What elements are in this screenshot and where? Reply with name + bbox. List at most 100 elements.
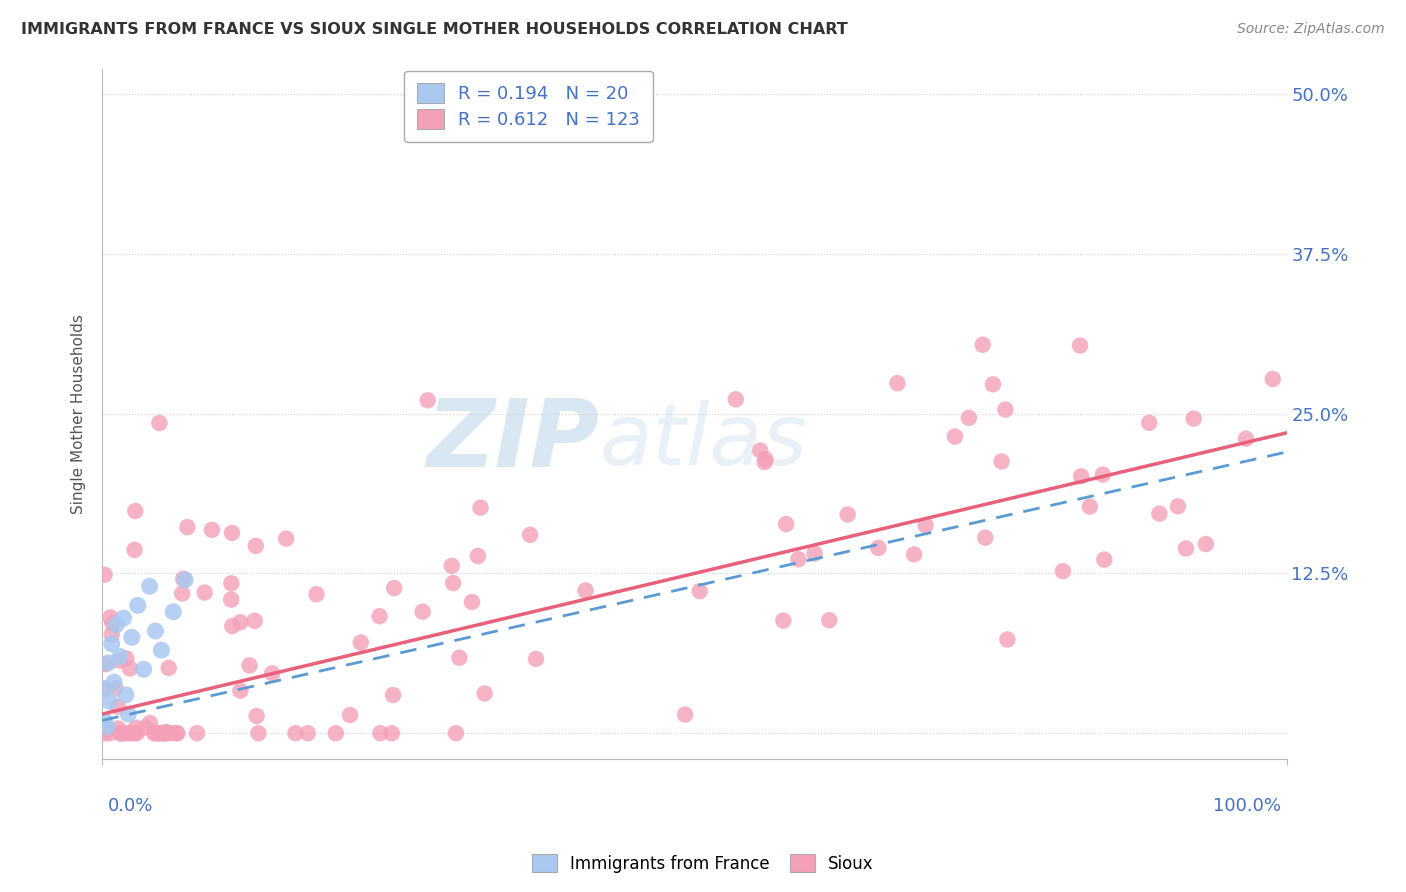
Y-axis label: Single Mother Households: Single Mother Households — [72, 314, 86, 514]
Point — [135, 721, 157, 735]
Point — [139, 716, 162, 731]
Text: IMMIGRANTS FROM FRANCE VS SIOUX SINGLE MOTHER HOUSEHOLDS CORRELATION CHART: IMMIGRANTS FROM FRANCE VS SIOUX SINGLE M… — [21, 22, 848, 37]
Point — [1234, 432, 1257, 446]
Point — [145, 726, 167, 740]
Point — [124, 504, 146, 518]
Point — [382, 581, 405, 595]
Point — [957, 410, 980, 425]
Point — [91, 682, 114, 697]
Point — [162, 605, 184, 619]
Point — [221, 525, 243, 540]
Point — [111, 726, 134, 740]
Point — [112, 611, 135, 625]
Point — [803, 547, 825, 561]
Point — [673, 707, 696, 722]
Point — [461, 595, 484, 609]
Point — [368, 609, 391, 624]
Legend: R = 0.194   N = 20, R = 0.612   N = 123: R = 0.194 N = 20, R = 0.612 N = 123 — [405, 70, 652, 142]
Point — [100, 637, 122, 651]
Point — [101, 616, 124, 631]
Point — [262, 666, 284, 681]
Point — [145, 624, 167, 638]
Point — [125, 721, 148, 735]
Point — [772, 614, 794, 628]
Point — [153, 726, 176, 740]
Point — [229, 615, 252, 630]
Point — [246, 709, 269, 723]
Point — [157, 661, 180, 675]
Point — [115, 651, 138, 665]
Text: 0.0%: 0.0% — [108, 797, 153, 814]
Point — [754, 455, 776, 469]
Point — [276, 532, 298, 546]
Point — [107, 699, 129, 714]
Point — [382, 688, 405, 702]
Text: Source: ZipAtlas.com: Source: ZipAtlas.com — [1237, 22, 1385, 37]
Point — [186, 726, 208, 740]
Text: ZIP: ZIP — [427, 395, 599, 487]
Text: atlas: atlas — [599, 400, 807, 483]
Point — [166, 726, 188, 740]
Point — [903, 548, 925, 562]
Point — [166, 726, 188, 740]
Point — [124, 542, 146, 557]
Point — [749, 443, 772, 458]
Point — [1078, 500, 1101, 514]
Point — [995, 632, 1018, 647]
Point — [124, 726, 146, 740]
Point — [787, 552, 810, 566]
Point — [112, 726, 135, 740]
Point — [155, 726, 177, 740]
Point — [412, 605, 434, 619]
Point — [238, 658, 260, 673]
Point — [93, 567, 115, 582]
Point — [470, 500, 492, 515]
Point — [174, 573, 197, 587]
Point — [981, 377, 1004, 392]
Point — [155, 724, 177, 739]
Point — [219, 592, 242, 607]
Point — [156, 726, 179, 740]
Point — [990, 454, 1012, 468]
Point — [524, 652, 547, 666]
Point — [243, 614, 266, 628]
Point — [689, 584, 711, 599]
Point — [1182, 411, 1205, 425]
Point — [108, 649, 131, 664]
Point — [117, 706, 139, 721]
Point — [444, 726, 467, 740]
Point — [416, 393, 439, 408]
Point — [98, 726, 121, 740]
Point — [1195, 537, 1218, 551]
Point — [1070, 469, 1092, 483]
Point — [1167, 500, 1189, 514]
Point — [1091, 467, 1114, 482]
Point — [148, 726, 170, 740]
Point — [914, 518, 936, 533]
Point — [120, 726, 142, 740]
Point — [118, 661, 141, 675]
Point — [868, 541, 890, 555]
Point — [94, 726, 117, 740]
Point — [108, 726, 131, 740]
Point — [194, 585, 217, 599]
Point — [755, 452, 778, 467]
Point — [339, 708, 361, 723]
Point — [943, 429, 966, 443]
Point — [440, 558, 463, 573]
Point — [117, 726, 139, 740]
Point — [245, 539, 267, 553]
Point — [221, 619, 243, 633]
Point — [108, 654, 131, 668]
Point — [1052, 564, 1074, 578]
Point — [138, 579, 160, 593]
Point — [1174, 541, 1197, 556]
Point — [121, 631, 143, 645]
Point — [994, 402, 1017, 417]
Point — [149, 726, 172, 740]
Point — [97, 656, 120, 670]
Point — [441, 576, 464, 591]
Point — [149, 726, 172, 740]
Text: 100.0%: 100.0% — [1212, 797, 1281, 814]
Point — [105, 617, 128, 632]
